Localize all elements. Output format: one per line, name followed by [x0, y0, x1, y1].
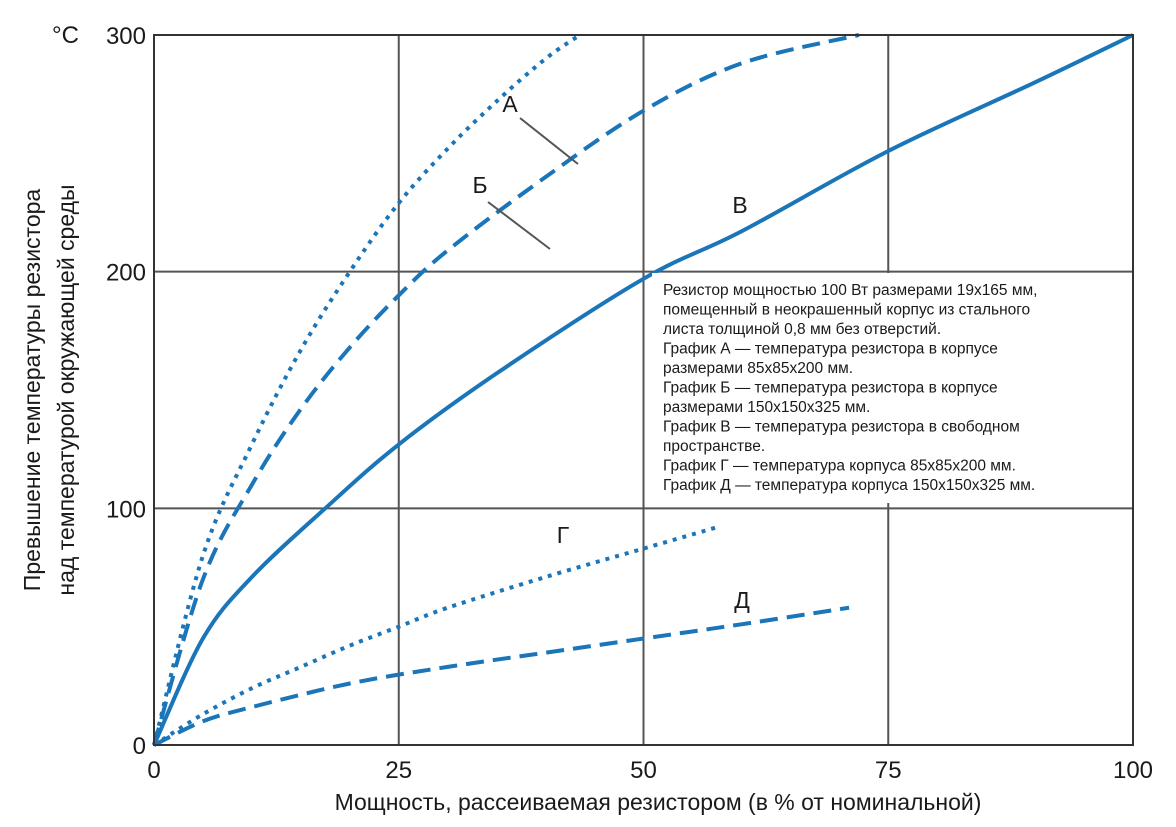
- x-tick-label-3: 75: [875, 757, 902, 784]
- annotation-line-2: листа толщиной 0,8 мм без отверстий.: [663, 321, 941, 338]
- annotation-line-0: Резистор мощностью 100 Вт размерами 19x1…: [663, 282, 1037, 299]
- annotation-line-8: пространстве.: [663, 438, 765, 455]
- series-label-2: В: [732, 192, 747, 218]
- x-axis-title: Мощность, рассеиваемая резистором (в % о…: [335, 789, 982, 815]
- y-tick-label-1: 100: [106, 496, 146, 523]
- series-line-2: [152, 33, 1134, 746]
- plot-frame: [153, 34, 1134, 746]
- curve-labels: А Б В Г Д: [472, 91, 750, 613]
- series-label-0: А: [502, 91, 518, 117]
- series-label-3: Г: [557, 522, 570, 548]
- annotation-line-10: График Д — температура корпуса 150x150x3…: [663, 477, 1035, 494]
- leader-line-0: [519, 117, 579, 165]
- annotation-box: Резистор мощностью 100 Вт размерами 19x1…: [652, 273, 1122, 503]
- leader-line-1: [487, 201, 551, 250]
- annotation-line-9: График Г — температура корпуса 85x85x200…: [663, 458, 1016, 475]
- y-axis-title-line-1: Превышение температуры резистора: [19, 189, 45, 592]
- y-tick-label-2: 200: [106, 260, 146, 287]
- tick-labels: 0 25 50 75 100 0 100 200 300: [106, 23, 1153, 784]
- x-tick-label-1: 25: [385, 757, 412, 784]
- curves: [152, 33, 1134, 747]
- y-tick-label-3: 300: [106, 23, 146, 50]
- y-tick-label-0: 0: [133, 733, 146, 760]
- series-line-3: [152, 525, 718, 747]
- y-axis-title-line-2: над температурой окружающей среды: [53, 184, 79, 595]
- x-tick-label-4: 100: [1113, 757, 1153, 784]
- annotation-line-6: размерами 150x150x325 мм.: [663, 399, 870, 416]
- x-tick-label-0: 0: [147, 757, 160, 784]
- series-line-1: [152, 33, 860, 746]
- annotation-background: [652, 273, 1122, 503]
- y-unit-label: °C: [52, 22, 79, 49]
- annotation-line-4: размерами 85x85x200 мм.: [663, 360, 853, 377]
- series-label-4: Д: [734, 587, 750, 613]
- curve-leader-lines: [487, 117, 579, 250]
- annotation-line-1: помещенный в неокрашенный корпус из стал…: [663, 302, 1030, 319]
- x-tick-label-2: 50: [630, 757, 657, 784]
- annotation-line-5: График Б — температура резистора в корпу…: [663, 380, 998, 397]
- series-line-4: [153, 605, 850, 747]
- series-label-1: Б: [472, 172, 487, 198]
- series-line-0: [152, 33, 582, 746]
- annotation-line-7: График В — температура резистора в свобо…: [663, 419, 1020, 436]
- annotation-line-3: График А — температура резистора в корпу…: [663, 341, 998, 358]
